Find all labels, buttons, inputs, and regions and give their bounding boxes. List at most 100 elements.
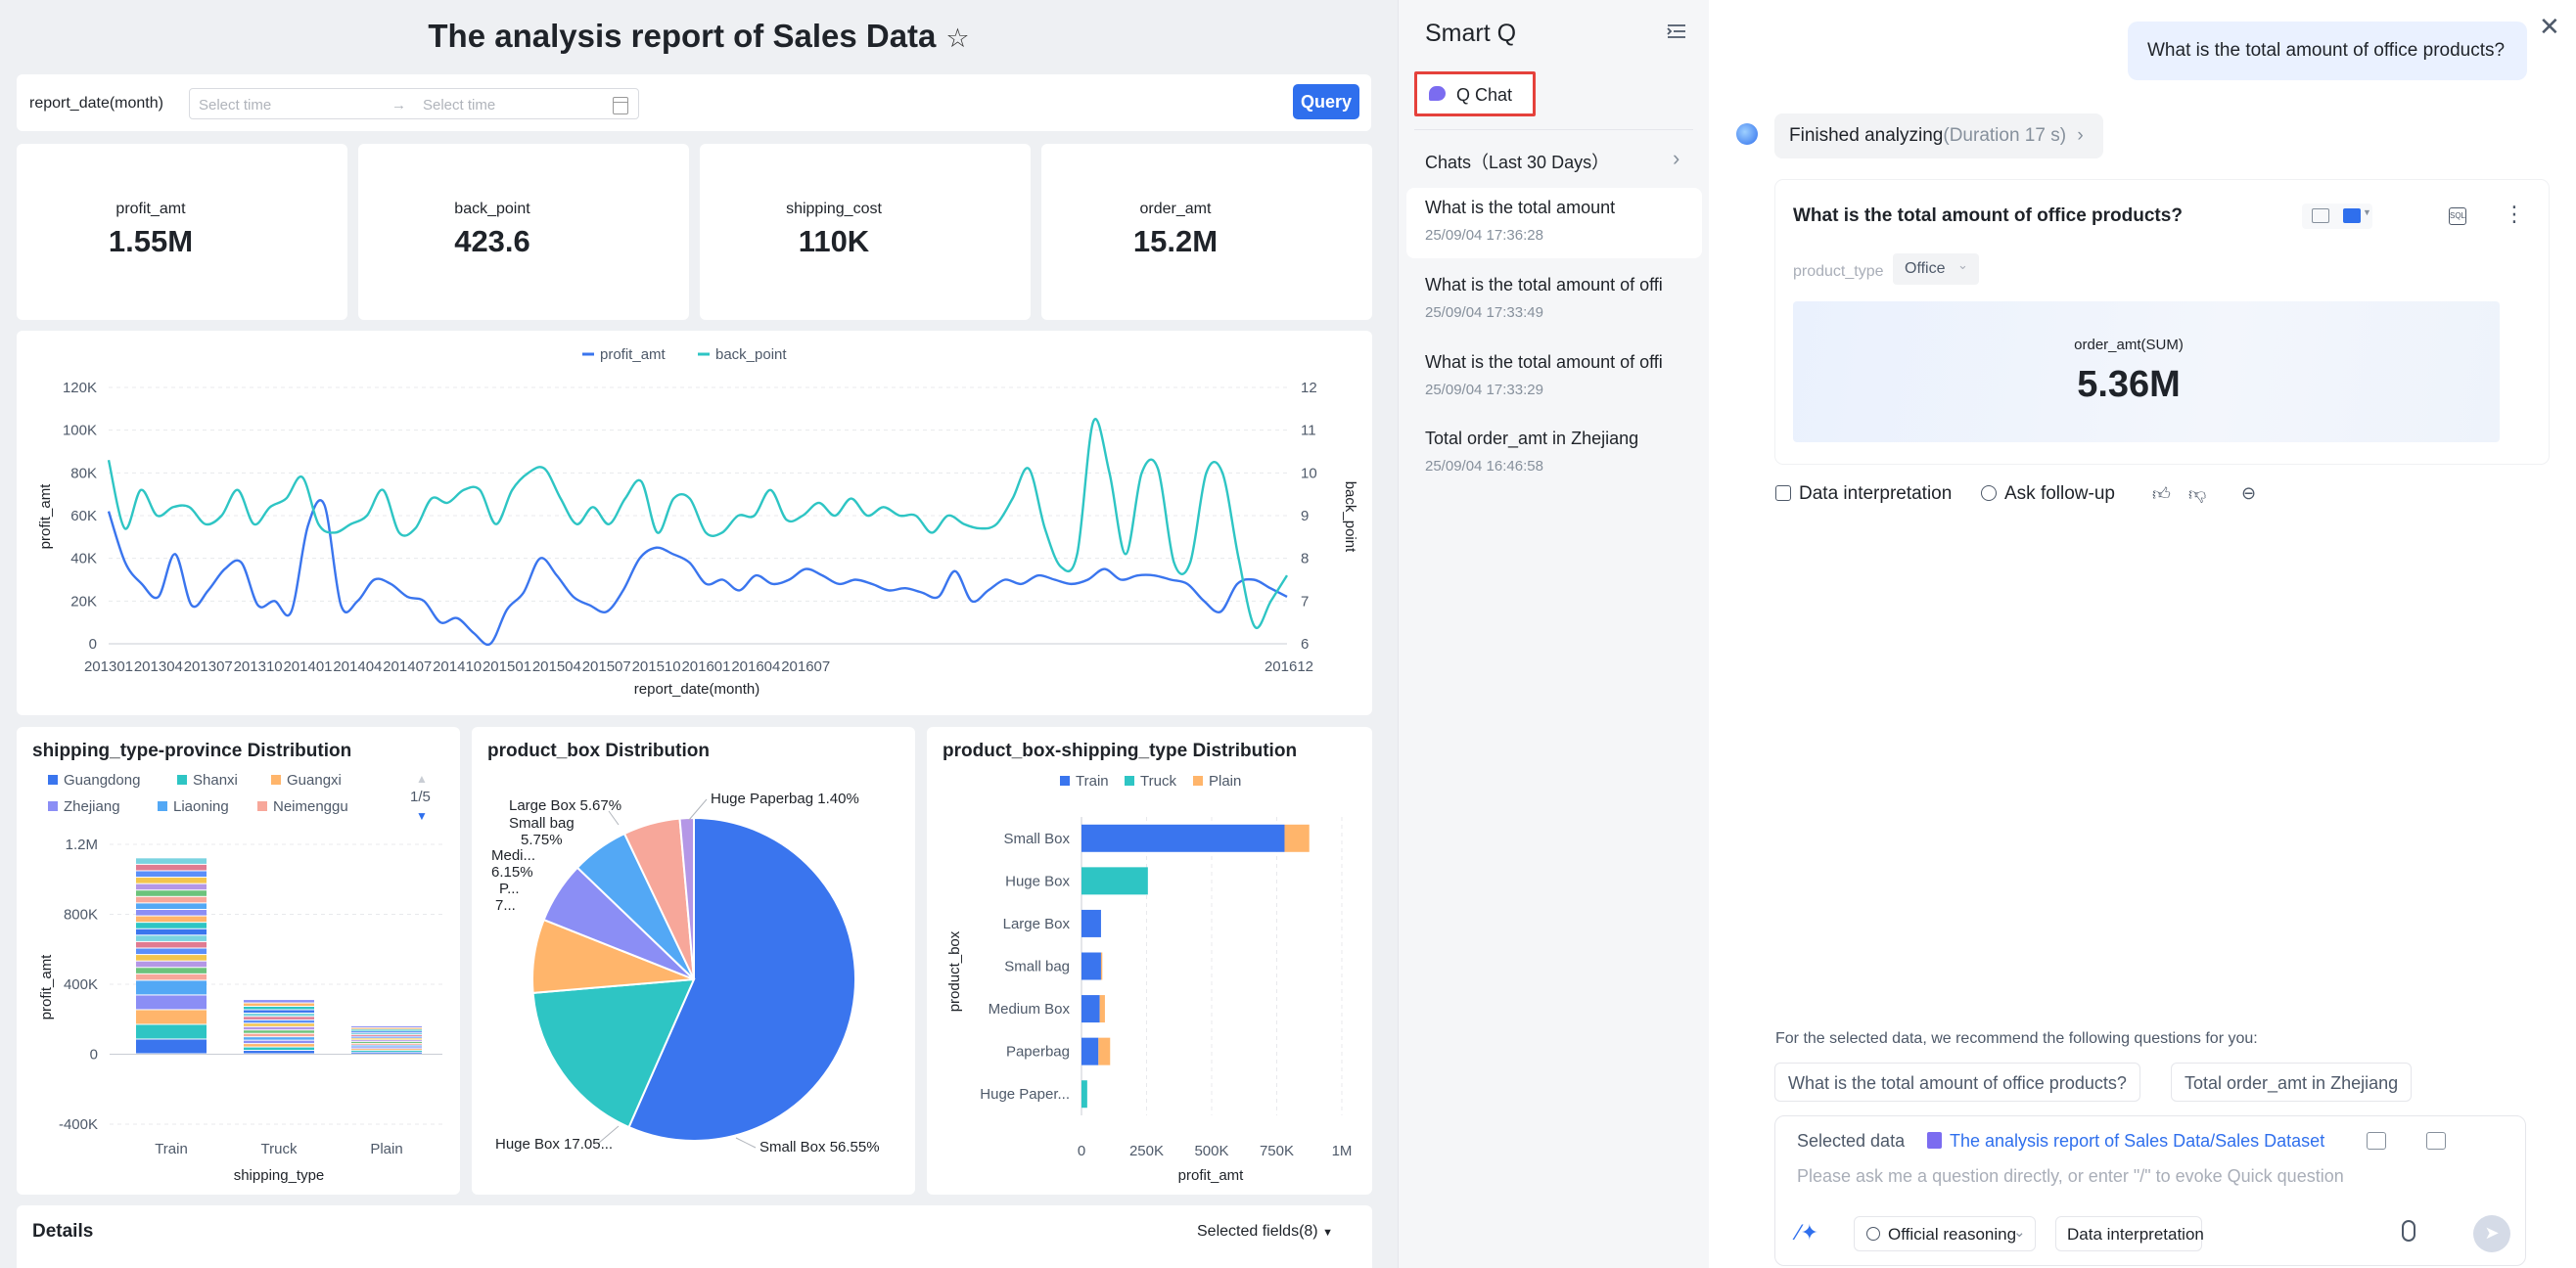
end-time-input[interactable]: Select time — [423, 97, 496, 113]
chevron-right-icon[interactable]: › — [1673, 146, 1680, 170]
horizontal-bar-chart[interactable]: Train Truck Plain 0 250K 500K 750K 1M profit_amt… — [927, 727, 1372, 1195]
chat-item-title: What is the total amount — [1425, 198, 1616, 217]
smartq-sidebar: Smart Q Q Chat Chats（Last 30 Days） › Wha… — [1398, 0, 1709, 1268]
arrow-right-icon: → — [391, 97, 406, 113]
y-tick-label: 0 — [89, 636, 97, 653]
query-button[interactable]: Query — [1293, 84, 1359, 119]
chat-history-item[interactable]: Total order_amt in Zhejiang 25/09/04 16:… — [1406, 419, 1702, 489]
legend-swatch — [1193, 776, 1203, 786]
bar-segment — [244, 1033, 314, 1037]
data-interpretation-button[interactable]: Data interpretation — [1775, 483, 1952, 505]
y2-tick-label: 9 — [1301, 508, 1309, 524]
more-icon[interactable]: ⋮ — [2504, 202, 2525, 226]
metric-value: 5.36M — [2077, 364, 2181, 405]
recommended-question[interactable]: Total order_amt in Zhejiang — [2171, 1063, 2413, 1102]
ask-follow-up-button[interactable]: Ask follow-up — [1981, 483, 2115, 505]
legend-swatch — [1125, 776, 1134, 786]
legend-page: 1/5 — [410, 789, 431, 805]
legend-swatch — [48, 801, 58, 811]
bar-segment — [136, 974, 207, 980]
analysis-status[interactable]: Finished analyzing(Duration 17 s) › — [1774, 113, 2103, 158]
qchat-button[interactable]: Q Chat — [1414, 71, 1536, 116]
date-range-picker[interactable]: Select time → Select time — [189, 88, 639, 119]
start-time-input[interactable]: Select time — [199, 97, 272, 113]
calendar-icon[interactable] — [613, 97, 628, 114]
bar-segment — [244, 1044, 314, 1047]
bar-segment — [244, 1037, 314, 1040]
bar-segment — [136, 858, 207, 864]
bar-segment — [351, 1040, 422, 1042]
bar-segment — [1081, 909, 1101, 937]
legend-label: Liaoning — [173, 798, 229, 815]
hbar-panel: product_box-shipping_type Distribution T… — [927, 727, 1372, 1195]
caret-down-icon[interactable]: ▼ — [2363, 207, 2371, 217]
chat-history-item[interactable]: What is the total amount of offi 25/09/0… — [1406, 265, 1702, 336]
collapse-menu-icon[interactable] — [1667, 23, 1686, 39]
legend-prev-icon: ▲ — [416, 772, 428, 786]
x-tick-label: 201507 — [582, 658, 631, 675]
chart-type-icon[interactable] — [2343, 208, 2361, 223]
y-tick-label: 800K — [64, 907, 98, 924]
reasoning-mode-label: Official reasoning — [1888, 1225, 2017, 1244]
legend-swatch — [271, 775, 281, 785]
close-icon[interactable]: ✕ — [2539, 12, 2560, 41]
chat-item-time: 25/09/04 17:36:28 — [1425, 227, 1543, 244]
table-settings-icon[interactable] — [2426, 1132, 2446, 1150]
more-options-icon[interactable]: ⊖ — [2241, 483, 2257, 503]
sql-icon[interactable]: SQL — [2449, 207, 2466, 225]
bar-segment — [136, 923, 207, 928]
data-interpretation-chip[interactable]: Data interpretation — [2055, 1216, 2204, 1251]
product-type-select[interactable]: Office ⌄ — [1893, 253, 1979, 285]
chat-history-item[interactable]: What is the total amount of offi 25/09/0… — [1406, 342, 1702, 413]
bar-segment — [351, 1043, 422, 1045]
send-button[interactable]: ➤ — [2473, 1215, 2510, 1252]
bar-segment — [1081, 824, 1285, 852]
stacked-bar-chart[interactable]: Guangdong Shanxi Guangxi Zhejiang Liaoning Ne… — [17, 727, 460, 1195]
dataset-switch-icon[interactable] — [2367, 1132, 2386, 1150]
qchat-label: Q Chat — [1456, 85, 1513, 105]
bar-segment — [244, 1019, 314, 1023]
pie-chart[interactable]: Small Box 56.55% Huge Box 17.05... Large B… — [472, 727, 915, 1195]
slice-label: Huge Paperbag 1.40% — [711, 791, 859, 807]
question-input[interactable]: Please ask me a question directly, or en… — [1797, 1166, 2344, 1186]
chat-item-time: 25/09/04 17:33:29 — [1425, 382, 1543, 398]
chat-item-title: What is the total amount of offi — [1425, 352, 1663, 372]
chat-item-time: 25/09/04 16:46:58 — [1425, 458, 1543, 475]
y2-tick-label: 8 — [1301, 551, 1309, 567]
microphone-icon[interactable] — [2402, 1220, 2415, 1242]
x-tick-label: 201501 — [483, 658, 531, 675]
chevron-right-icon: › — [2077, 125, 2084, 146]
x-tick-label: Train — [155, 1141, 188, 1157]
bar-segment — [244, 1030, 314, 1033]
chat-history-item[interactable]: What is the total amount 25/09/04 17:36:… — [1406, 188, 1702, 258]
legend-swatch — [158, 801, 167, 811]
view-switcher[interactable]: ▼ — [2302, 204, 2372, 229]
bar-segment — [136, 1039, 207, 1054]
y-tick-label: 100K — [63, 423, 97, 439]
caret-down-icon: ▼ — [1322, 1227, 1333, 1239]
bar-segment — [136, 980, 207, 995]
question-input-box[interactable]: Selected data The analysis report of Sal… — [1774, 1115, 2526, 1266]
details-title: Details — [32, 1221, 94, 1242]
selected-data-label: Selected data — [1797, 1131, 1906, 1151]
report-title: The analysis report of Sales Data ☆ — [0, 18, 1398, 55]
table-icon[interactable] — [2312, 208, 2329, 223]
reasoning-mode-select[interactable]: Official reasoning ⌄ — [1854, 1216, 2036, 1251]
bar-segment — [351, 1041, 422, 1043]
kpi-card-order-amt: order_amt 15.2M — [1041, 144, 1372, 320]
selected-fields-label: Selected fields(8) — [1197, 1223, 1318, 1240]
legend-swatch — [1060, 776, 1070, 786]
thumbs-up-icon[interactable]: 👍︎ — [2152, 484, 2171, 504]
star-icon[interactable]: ☆ — [945, 23, 970, 53]
selected-data-link[interactable]: The analysis report of Sales Data/Sales … — [1927, 1131, 2324, 1152]
dashboard: The analysis report of Sales Data ☆ repor… — [0, 18, 1398, 1268]
thumbs-down-icon[interactable]: 👎︎ — [2188, 484, 2207, 504]
chevron-down-icon: ⌄ — [2013, 1224, 2026, 1241]
recommended-question[interactable]: What is the total amount of office produ… — [1774, 1063, 2140, 1102]
x-tick-label: 201401 — [283, 658, 332, 675]
magic-wand-icon[interactable]: ⁄✦ — [1797, 1220, 1819, 1245]
chats-header[interactable]: Chats（Last 30 Days） — [1425, 153, 1610, 172]
legend-label: Guangxi — [287, 772, 342, 789]
line-chart[interactable]: profit_amt back_point 120K 100K 80K 60K 40K 20K… — [17, 331, 1372, 715]
selected-fields-dropdown[interactable]: Selected fields(8) ▼ — [1197, 1223, 1333, 1241]
